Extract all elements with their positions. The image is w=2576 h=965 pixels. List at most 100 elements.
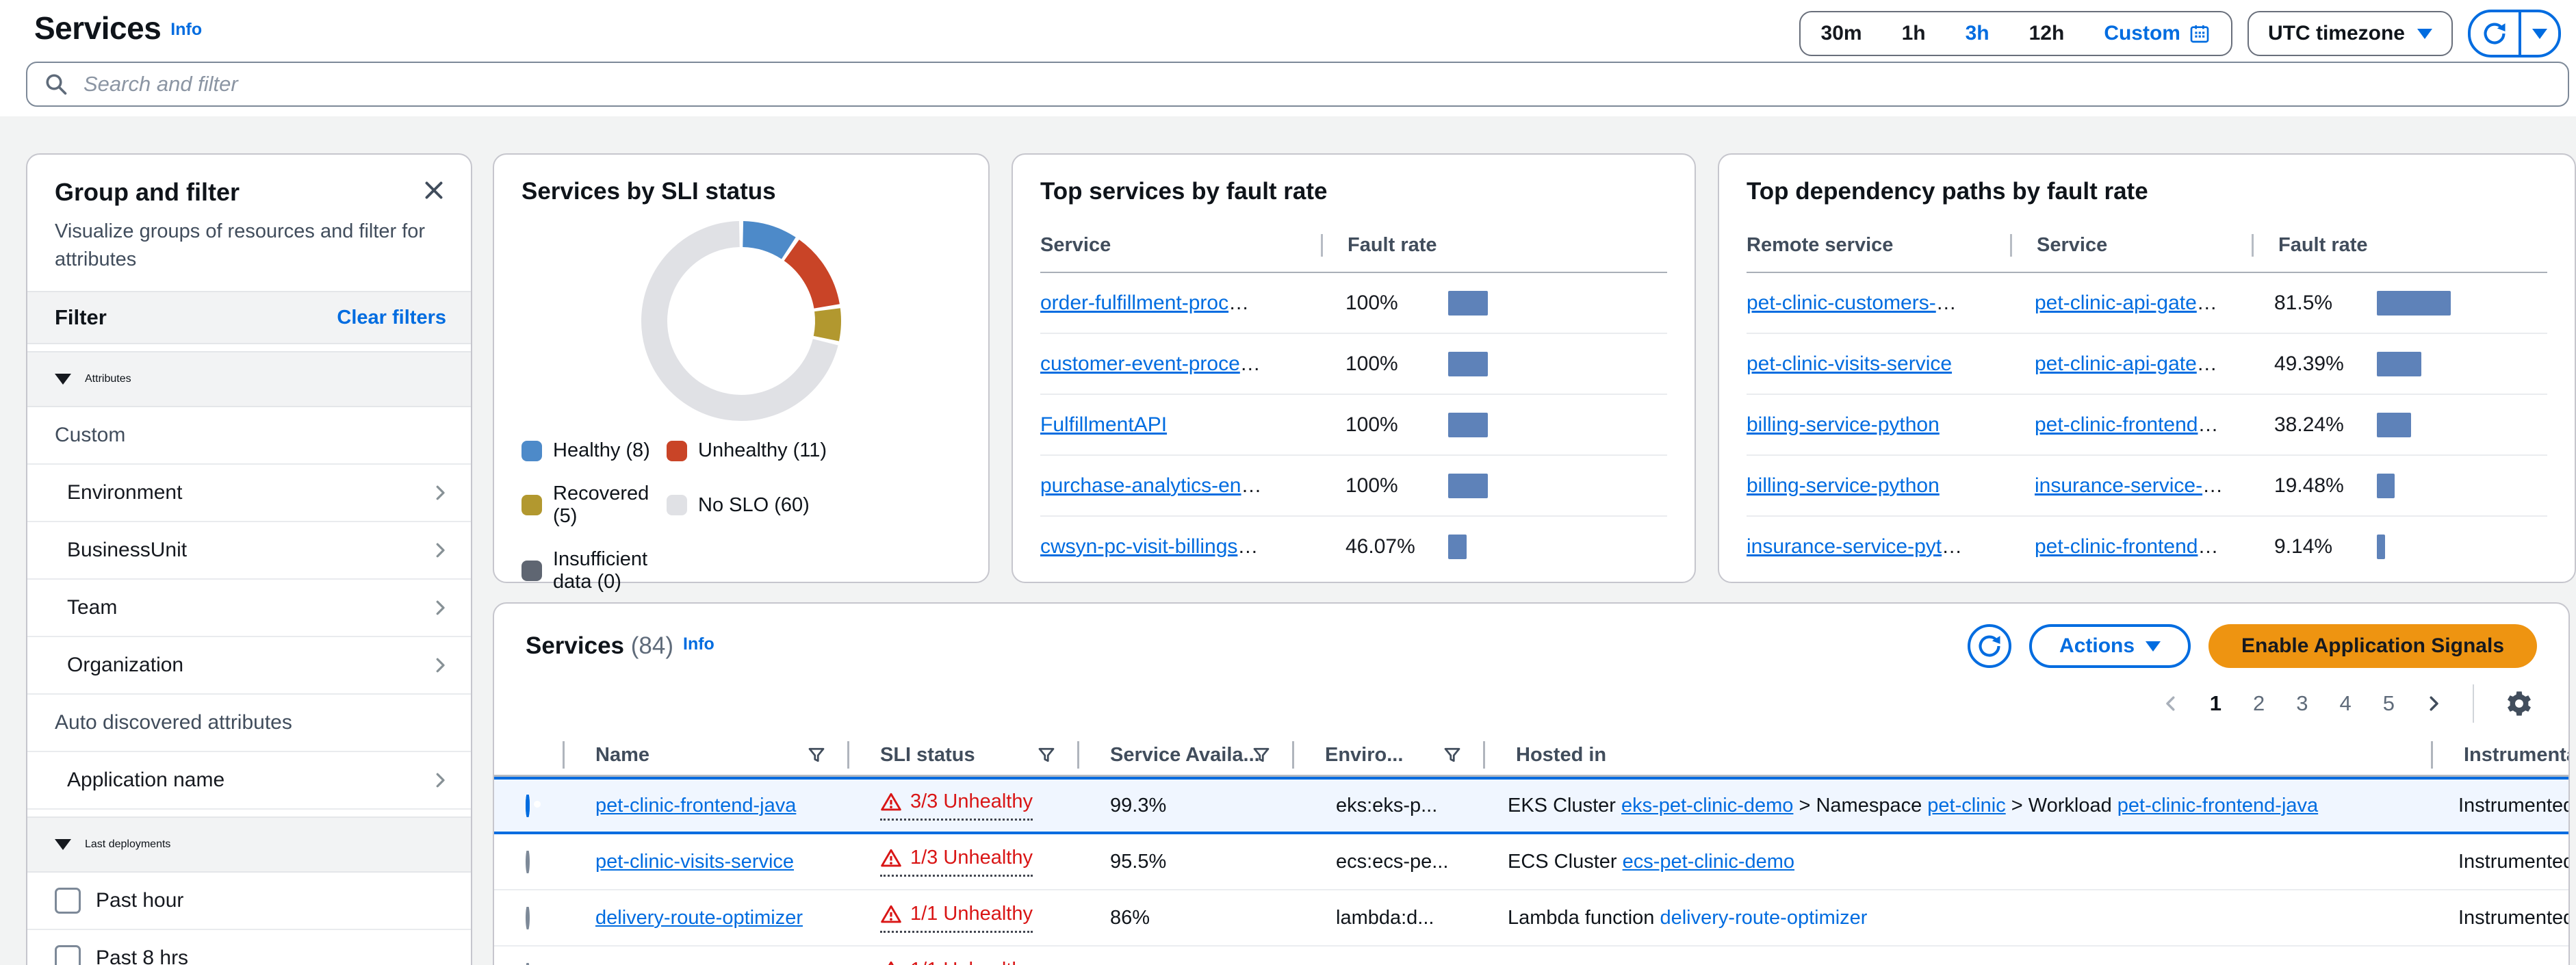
services-table-title: Services (84) Info xyxy=(526,632,714,659)
time-range-3h[interactable]: 3h xyxy=(1965,22,1989,44)
table-row: pet-clinic-frontend-java 3/3 Unhealthy 99.… xyxy=(494,777,2568,834)
fault-rate-bar xyxy=(2377,473,2395,498)
services-info-link[interactable]: Info xyxy=(683,634,714,654)
legend-item: Unhealthy (11) xyxy=(667,439,988,462)
checkbox[interactable] xyxy=(55,888,81,914)
service-link[interactable]: pet-clinic-api-gate xyxy=(2035,352,2197,375)
refresh-split-button[interactable] xyxy=(2468,10,2561,57)
fault-rate-bar xyxy=(2377,290,2451,316)
close-icon[interactable] xyxy=(422,178,446,203)
page-info-link[interactable]: Info xyxy=(170,20,203,39)
service-link[interactable]: pet-clinic-visits-service xyxy=(595,850,795,873)
row-radio[interactable] xyxy=(526,962,530,965)
hosted-in-link[interactable]: cwsyn-pc-visit-billings-9a07d2e5-f9fc-41… xyxy=(1660,963,2222,965)
service-link[interactable]: FulfillmentAPI xyxy=(1040,413,1168,436)
service-link[interactable]: cwsyn-pc-visit-billings xyxy=(1040,535,1238,558)
donut-slice-healthy xyxy=(742,221,796,259)
sli-status-cell: 3/3 Unhealthy xyxy=(847,790,1077,821)
sidebar-item-businessunit[interactable]: BusinessUnit xyxy=(27,522,471,580)
refresh-icon[interactable] xyxy=(2471,12,2519,55)
chevron-right-icon xyxy=(436,485,445,500)
filter-funnel-icon[interactable] xyxy=(1036,745,1057,765)
actions-button[interactable]: Actions xyxy=(2029,624,2191,668)
service-link[interactable]: billing-service-python xyxy=(1747,413,1940,436)
hosted-in-cell: ECS Cluster ecs-pet-clinic-demo xyxy=(1508,850,1795,873)
hosted-in-link[interactable]: delivery-route-optimizer xyxy=(1660,906,1868,929)
service-link[interactable]: delivery-route-optimizer xyxy=(595,906,803,929)
page-2[interactable]: 2 xyxy=(2253,691,2265,715)
chart-title: Services by SLI status xyxy=(521,178,776,205)
sli-status-text: 1/1 Unhealthy xyxy=(910,959,1033,965)
time-range-30m[interactable]: 30m xyxy=(1820,22,1862,44)
refresh-options-caret[interactable] xyxy=(2519,12,2558,55)
environment-cell: lambda:d... xyxy=(1336,906,1434,929)
refresh-button[interactable] xyxy=(1968,624,2012,668)
sli-donut-chart xyxy=(494,208,988,434)
column-header-hosted-in: Hosted in xyxy=(1483,735,2431,775)
fault-rate-bar xyxy=(1448,351,1488,376)
row-radio[interactable] xyxy=(526,794,530,817)
service-link[interactable]: pet-clinic-api-gate xyxy=(2035,291,2197,314)
enable-application-signals-button[interactable]: Enable Application Signals xyxy=(2208,624,2537,668)
table-row: pet-clinic-visits-service 1/3 Unhealthy 95… xyxy=(494,834,2568,890)
fault-rate-cell: 100% xyxy=(1321,412,1488,437)
sidebar-item-organization[interactable]: Organization xyxy=(27,637,471,695)
sidebar-item-application-name[interactable]: Application name xyxy=(27,752,471,810)
hosted-in-link[interactable]: pet-clinic xyxy=(1927,794,2006,816)
service-link[interactable]: pet-clinic-frontend xyxy=(2035,535,2198,558)
fault-rate-bar xyxy=(2377,412,2411,437)
hosted-in-link[interactable]: eks-pet-clinic-demo xyxy=(1621,794,1794,816)
table-settings-button[interactable] xyxy=(2493,689,2541,718)
sidebar-item-environment[interactable]: Environment xyxy=(27,465,471,523)
card-table-header: Service Fault rate xyxy=(1040,234,1667,273)
group-and-filter-panel: Group and filter Visualize groups of res… xyxy=(26,153,472,965)
previous-page-button[interactable] xyxy=(2151,693,2191,714)
checkbox[interactable] xyxy=(55,945,81,965)
page-3[interactable]: 3 xyxy=(2296,691,2308,715)
column-header-service: Service xyxy=(2010,234,2252,257)
service-link[interactable]: order-fulfillment-proc xyxy=(1040,291,1229,314)
refresh-icon xyxy=(1979,635,2000,657)
filter-funnel-icon[interactable] xyxy=(1251,745,1272,765)
card-title: Top services by fault rate xyxy=(1040,178,1328,205)
hosted-in-link[interactable]: pet-clinic-frontend-java xyxy=(2117,794,2319,816)
sidebar-item-team[interactable]: Team xyxy=(27,580,471,638)
page-1[interactable]: 1 xyxy=(2209,691,2221,715)
page-5[interactable]: 5 xyxy=(2382,691,2395,715)
time-range-custom[interactable]: Custom xyxy=(2104,22,2211,45)
sidebar-section-attributes[interactable]: Attributes xyxy=(27,351,471,408)
time-range-1h[interactable]: 1h xyxy=(1901,22,1926,44)
service-link[interactable]: cwsyn-pc-visit-billings xyxy=(595,963,786,965)
time-range-12h[interactable]: 12h xyxy=(2028,22,2065,44)
filter-label: Filter xyxy=(55,305,107,330)
timezone-label: UTC timezone xyxy=(2267,22,2405,44)
environment-cell: eks:eks-p... xyxy=(1336,794,1438,816)
search-input[interactable] xyxy=(82,71,2551,97)
name-cell: delivery-route-optimizer xyxy=(563,907,847,929)
page-4[interactable]: 4 xyxy=(2339,691,2352,715)
row-radio[interactable] xyxy=(526,850,530,873)
sidebar-section-last-deployments[interactable]: Last deployments xyxy=(27,816,471,873)
service-link[interactable]: insurance-service- xyxy=(2035,474,2203,497)
timezone-dropdown[interactable]: UTC timezone xyxy=(2247,11,2453,56)
service-link[interactable]: pet-clinic-frontend-java xyxy=(595,794,797,816)
service-link[interactable]: customer-event-proce xyxy=(1040,352,1240,375)
filter-funnel-icon[interactable] xyxy=(1442,745,1463,765)
availability-cell: 53.9% xyxy=(1077,963,1292,965)
next-page-button[interactable] xyxy=(2414,693,2453,714)
clear-filters-button[interactable]: Clear filters xyxy=(337,306,446,329)
service-link[interactable]: billing-service-python xyxy=(1747,474,1940,497)
fault-rate-value: 19.48% xyxy=(2274,474,2344,497)
sidebar-item-label: Application name xyxy=(67,769,225,792)
sidebar-item-past-hour[interactable]: Past hour xyxy=(27,873,471,931)
row-radio[interactable] xyxy=(526,906,530,929)
service-link[interactable]: pet-clinic-customers- xyxy=(1747,291,1936,314)
service-link[interactable]: pet-clinic-frontend xyxy=(2035,413,2198,436)
service-link[interactable]: purchase-analytics-en xyxy=(1040,474,1241,497)
service-link[interactable]: insurance-service-pyt xyxy=(1747,535,1942,558)
legend-label: Unhealthy (11) xyxy=(698,439,827,461)
sidebar-item-past-8-hrs[interactable]: Past 8 hrs xyxy=(27,930,471,965)
filter-funnel-icon[interactable] xyxy=(806,745,827,765)
hosted-in-link[interactable]: ecs-pet-clinic-demo xyxy=(1622,850,1795,873)
service-link[interactable]: pet-clinic-visits-service xyxy=(1747,352,1953,375)
